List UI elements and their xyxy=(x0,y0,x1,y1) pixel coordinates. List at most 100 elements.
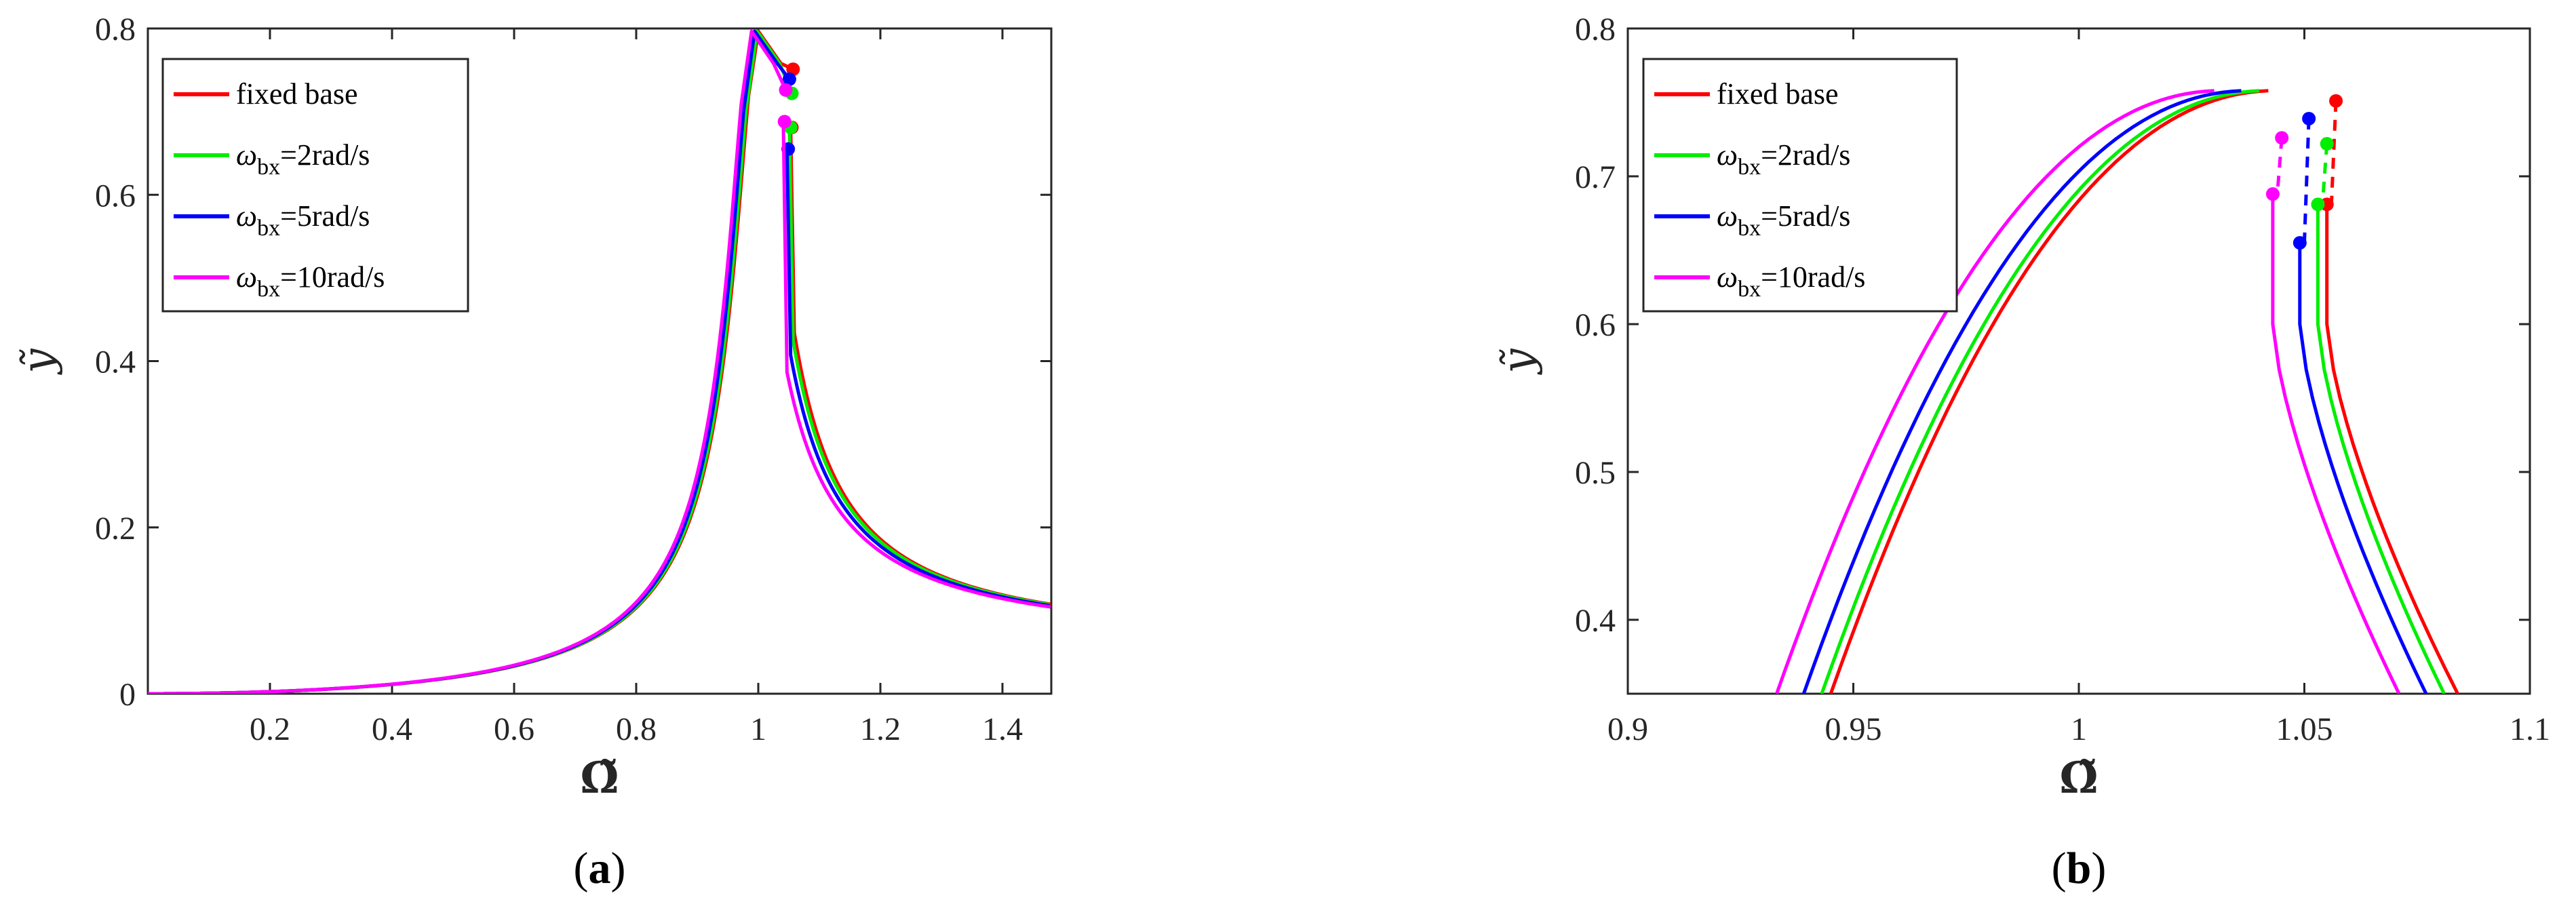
series-3 xyxy=(148,29,1051,694)
legend-symbol: ω xyxy=(236,199,257,233)
legend-subscript: bx xyxy=(257,216,280,241)
series-line xyxy=(148,29,787,694)
series-unstable xyxy=(2303,118,2311,243)
series-line-lower xyxy=(2271,194,2401,694)
x-tick-label: 0.9 xyxy=(1607,711,1648,747)
legend-label: ωbx=10rad/s xyxy=(1717,260,1865,302)
panel-caption: (a) xyxy=(574,844,626,893)
legend-label: fixed base xyxy=(236,77,358,111)
series-line xyxy=(1801,89,2242,694)
caption-close: ) xyxy=(611,844,626,893)
series-line xyxy=(1775,89,2214,694)
x-axis-label: Ω̃ xyxy=(2060,753,2099,804)
legend-value: =5rad/s xyxy=(1761,199,1850,233)
series-unstable xyxy=(2276,138,2284,195)
legend-label: ωbx=5rad/s xyxy=(1717,199,1850,241)
panel-caption: (b) xyxy=(2052,844,2107,893)
legend-symbol: ω xyxy=(1717,138,1738,172)
y-tick-label: 0.2 xyxy=(95,511,136,547)
y-tick-label: 0.6 xyxy=(1575,307,1616,343)
legend-value: =2rad/s xyxy=(1761,138,1850,172)
y-tick-label: 0.4 xyxy=(95,344,136,380)
jump-up-point xyxy=(2329,94,2343,108)
curves xyxy=(1775,89,2459,694)
jump-up-point xyxy=(782,72,796,86)
legend-value: =10rad/s xyxy=(1761,260,1865,294)
legend-symbol: ω xyxy=(236,260,257,294)
x-tick-label: 0.8 xyxy=(616,711,657,747)
y-tick-label: 0.8 xyxy=(1575,12,1616,47)
series-3 xyxy=(1775,89,2401,694)
x-tick-label: 0.4 xyxy=(372,711,412,747)
legend-value: =10rad/s xyxy=(280,260,385,294)
series-line-lower xyxy=(2316,204,2446,694)
chart-panel-a: 0.2 0.4 0.6 0.8 1 1.2 1.4 0 0.2 0.4 0.6 0.8 Ω̃ ỹ fixed… xyxy=(14,12,1053,893)
series-line-lower xyxy=(781,121,1051,609)
x-tick-label: 0.95 xyxy=(1825,711,1882,747)
y-tick-label: 0.7 xyxy=(1575,159,1616,195)
series-line-lower xyxy=(789,127,1051,606)
series-unstable xyxy=(2329,100,2338,205)
legend-label: ωbx=10rad/s xyxy=(236,260,385,302)
legend-subscript: bx xyxy=(1738,216,1761,241)
caption-close: ) xyxy=(2091,844,2106,893)
caption-letter: b xyxy=(2067,844,2092,893)
y-tick-label: 0.5 xyxy=(1575,455,1616,491)
series-line xyxy=(1829,89,2269,694)
curves xyxy=(148,29,1051,694)
jump-down-point xyxy=(2311,197,2325,212)
caption-open: ( xyxy=(574,844,589,893)
y-tick-label: 0.6 xyxy=(95,178,136,214)
x-tick-label: 1.1 xyxy=(2510,711,2550,747)
legend: fixed baseωbx=2rad/sωbx=5rad/sωbx=10rad/… xyxy=(1642,58,1958,313)
y-tick-label: 0 xyxy=(119,677,136,713)
jump-up-point xyxy=(2320,137,2334,151)
legend-symbol: ω xyxy=(1717,199,1738,233)
legend-subscript: bx xyxy=(257,277,280,302)
jump-up-point xyxy=(2302,111,2316,125)
x-tick-label: 1.4 xyxy=(982,711,1023,747)
x-tick-label: 0.6 xyxy=(494,711,534,747)
jump-down-point xyxy=(777,115,792,129)
y-axis-label: ỹ xyxy=(14,349,64,376)
legend-label: ωbx=5rad/s xyxy=(236,199,370,241)
x-tick-label: 0.2 xyxy=(250,711,290,747)
legend-subscript: bx xyxy=(1738,155,1761,180)
jump-up-point xyxy=(2275,131,2289,145)
x-tick-label: 1.05 xyxy=(2276,711,2333,747)
y-axis-label: ỹ xyxy=(1494,349,1544,376)
caption-open: ( xyxy=(2052,844,2067,893)
legend-symbol: ω xyxy=(1717,260,1738,294)
legend: fixed baseωbx=2rad/sωbx=5rad/sωbx=10rad/… xyxy=(161,58,469,313)
series-line xyxy=(1820,89,2260,694)
legend-symbol: ω xyxy=(236,138,257,172)
series-line-lower xyxy=(787,127,1050,607)
legend-value: =5rad/s xyxy=(280,199,370,233)
legend-label: fixed base xyxy=(1717,77,1839,111)
jump-down-point xyxy=(2292,236,2307,250)
x-tick-label: 1 xyxy=(2071,711,2087,747)
legend-label: ωbx=2rad/s xyxy=(236,138,370,180)
legend-subscript: bx xyxy=(257,155,280,180)
series-line-lower xyxy=(2298,243,2428,694)
series-2 xyxy=(1801,89,2428,694)
legend-value: =2rad/s xyxy=(280,138,370,172)
legend-box xyxy=(161,58,469,313)
y-tick-label: 0.4 xyxy=(1575,603,1616,639)
x-tick-label: 1.2 xyxy=(860,711,901,747)
series-unstable xyxy=(2320,143,2329,205)
x-tick-label: 1 xyxy=(750,711,766,747)
jump-up-point xyxy=(779,83,793,97)
y-tick-label: 0.8 xyxy=(95,12,136,47)
caption-letter: a xyxy=(589,844,611,893)
legend-subscript: bx xyxy=(1738,277,1761,302)
series-line-lower xyxy=(2325,204,2459,694)
chart-panel-b: 0.9 0.95 1 1.05 1.1 0.4 0.5 0.6 0.7 0.8 Ω̃ ỹ fixed b… xyxy=(1494,12,2550,893)
series-line-lower xyxy=(785,149,1050,608)
legend-box xyxy=(1642,58,1958,313)
x-axis-label: Ω̃ xyxy=(581,753,619,804)
jump-down-point xyxy=(2265,187,2280,201)
series-1 xyxy=(1820,89,2446,694)
legend-label: ωbx=2rad/s xyxy=(1717,138,1850,180)
